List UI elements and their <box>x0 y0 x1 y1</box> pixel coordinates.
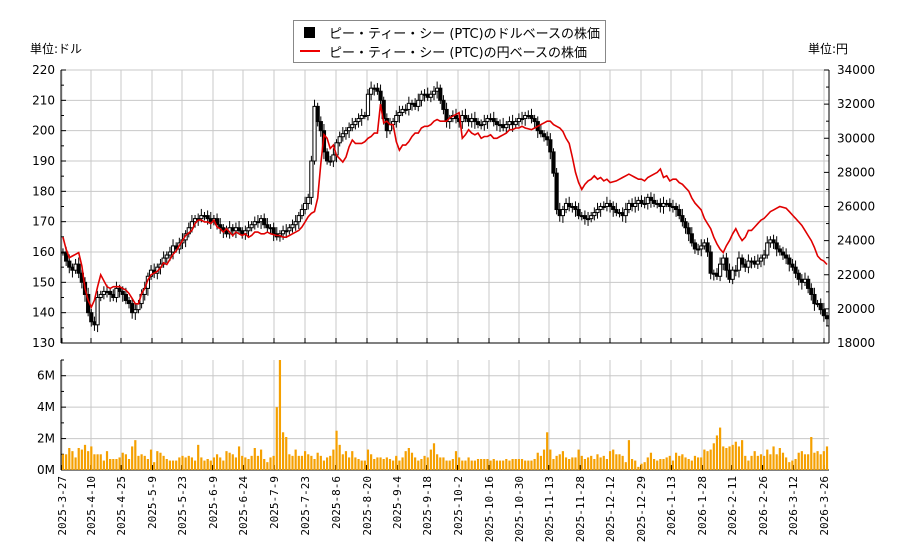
svg-text:2025-3-27: 2025-3-27 <box>56 476 69 536</box>
svg-text:20000: 20000 <box>837 302 875 316</box>
svg-text:2026-3-26: 2026-3-26 <box>818 476 831 536</box>
svg-text:2026-1-28: 2026-1-28 <box>696 476 709 536</box>
svg-text:140: 140 <box>32 306 55 320</box>
svg-text:150: 150 <box>32 275 55 289</box>
svg-text:2025-4-10: 2025-4-10 <box>85 476 98 536</box>
legend-item-usd: ピー・ティー・シー (PTC)のドルベースの株価 <box>300 23 600 42</box>
svg-text:2025-5-23: 2025-5-23 <box>176 476 189 536</box>
svg-text:2025-6-9: 2025-6-9 <box>207 476 220 529</box>
svg-text:2025-11-28: 2025-11-28 <box>574 476 587 542</box>
legend-jpy-label: ピー・ティー・シー (PTC)の円ベースの株価 <box>329 45 587 61</box>
svg-text:30000: 30000 <box>837 131 875 145</box>
svg-text:24000: 24000 <box>837 234 875 248</box>
svg-text:0M: 0M <box>37 463 55 477</box>
svg-text:2026-2-11: 2026-2-11 <box>726 476 739 536</box>
svg-text:2025-10-30: 2025-10-30 <box>513 476 526 542</box>
svg-text:4M: 4M <box>37 400 55 414</box>
svg-text:2025-7-23: 2025-7-23 <box>299 476 312 536</box>
svg-text:2025-10-2: 2025-10-2 <box>452 476 465 536</box>
svg-text:32000: 32000 <box>837 97 875 111</box>
svg-text:190: 190 <box>32 154 55 168</box>
svg-text:2025-10-16: 2025-10-16 <box>483 476 496 542</box>
svg-text:2M: 2M <box>37 432 55 446</box>
svg-text:26000: 26000 <box>837 200 875 214</box>
svg-text:18000: 18000 <box>837 336 875 350</box>
svg-text:2025-8-20: 2025-8-20 <box>361 476 374 536</box>
svg-text:160: 160 <box>32 245 55 259</box>
svg-text:210: 210 <box>32 93 55 107</box>
svg-text:170: 170 <box>32 215 55 229</box>
svg-text:2025-9-4: 2025-9-4 <box>391 476 404 529</box>
svg-text:2026-3-12: 2026-3-12 <box>787 476 800 536</box>
svg-text:2025-8-6: 2025-8-6 <box>330 476 343 529</box>
svg-text:2025-12-29: 2025-12-29 <box>635 476 648 542</box>
red-line-swatch-icon <box>300 50 320 52</box>
svg-text:220: 220 <box>32 63 55 77</box>
legend-item-jpy: ピー・ティー・シー (PTC)の円ベースの株価 <box>300 42 587 61</box>
legend-usd-label: ピー・ティー・シー (PTC)のドルベースの株価 <box>329 26 600 42</box>
svg-text:22000: 22000 <box>837 268 875 282</box>
svg-text:2026-1-13: 2026-1-13 <box>665 476 678 536</box>
svg-text:2026-2-26: 2026-2-26 <box>757 476 770 536</box>
svg-text:2025-7-9: 2025-7-9 <box>268 476 281 529</box>
svg-text:2025-6-24: 2025-6-24 <box>237 476 250 536</box>
svg-text:200: 200 <box>32 124 55 138</box>
candle-swatch-icon <box>304 26 315 38</box>
svg-text:34000: 34000 <box>837 63 875 77</box>
svg-text:2025-4-25: 2025-4-25 <box>115 476 128 536</box>
svg-text:2025-11-13: 2025-11-13 <box>543 476 556 542</box>
svg-text:130: 130 <box>32 336 55 350</box>
chart-legend: ピー・ティー・シー (PTC)のドルベースの株価 ピー・ティー・シー (PTC)… <box>293 20 606 63</box>
svg-text:2025-9-18: 2025-9-18 <box>421 476 434 536</box>
right-axis-unit: 単位:円 <box>808 42 849 56</box>
left-axis-unit: 単位:ドル <box>30 42 83 56</box>
svg-text:28000: 28000 <box>837 165 875 179</box>
svg-text:180: 180 <box>32 184 55 198</box>
svg-text:6M: 6M <box>37 369 55 383</box>
svg-text:2025-12-12: 2025-12-12 <box>604 476 617 542</box>
svg-text:2025-5-9: 2025-5-9 <box>146 476 159 529</box>
